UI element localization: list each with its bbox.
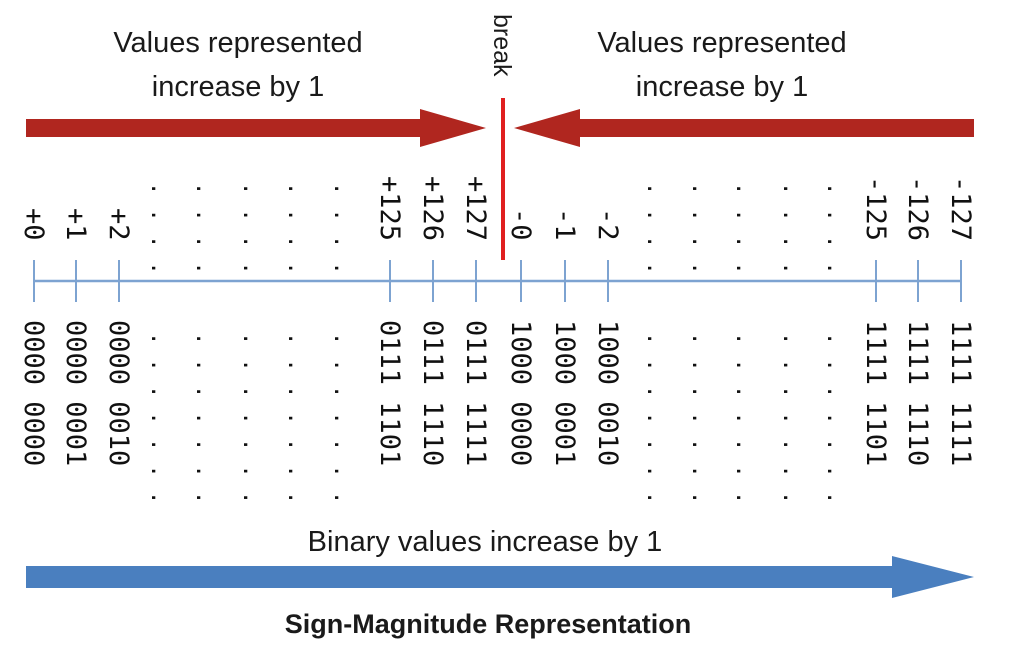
- ellipsis-dots-bottom: . . . . . . .: [191, 332, 216, 504]
- ellipsis-dots-bottom: . . . . . . .: [283, 332, 308, 504]
- ellipsis-dots-top: . . . .: [778, 182, 803, 275]
- ellipsis-dots-top: . . . .: [329, 182, 354, 275]
- left-caption-line2: increase by 1: [152, 71, 325, 103]
- red-arrow-right: [26, 109, 486, 147]
- ellipsis-dots: . . . . . . . . . . . . . . . . . . . . . . .…: [146, 182, 847, 504]
- ellipsis-dots-bottom: . . . . . . .: [329, 332, 354, 504]
- binary-label: 1000 0001: [549, 320, 580, 466]
- ellipsis-dots-bottom: . . . . . . .: [778, 332, 803, 504]
- value-label: -127: [945, 176, 976, 241]
- red-arrow-left: [514, 109, 974, 147]
- binary-labels: 0000 0000 0000 0001 0000 0010 0111 1101 0111…: [18, 320, 976, 466]
- bottom-caption: Binary values increase by 1: [308, 526, 663, 558]
- ellipsis-dots-top: . . . .: [822, 182, 847, 275]
- ellipsis-dots-top: . . . .: [191, 182, 216, 275]
- ellipsis-dots-bottom: . . . . . . .: [146, 332, 171, 504]
- break-label: break: [488, 14, 516, 77]
- binary-label: 0000 0001: [60, 320, 91, 466]
- binary-label: 0111 1101: [374, 320, 405, 466]
- right-caption-line1: Values represented: [597, 27, 846, 59]
- binary-label: 0111 1111: [460, 320, 491, 466]
- ellipsis-dots-top: . . . .: [642, 182, 667, 275]
- value-label: +127: [460, 176, 491, 241]
- diagram-title: Sign-Magnitude Representation: [285, 609, 692, 639]
- value-label: -125: [860, 176, 891, 241]
- value-label: +1: [60, 208, 91, 241]
- binary-label: 0111 1110: [417, 320, 448, 466]
- tick-marks: [33, 260, 962, 302]
- left-caption-line1: Values represented: [113, 27, 362, 59]
- binary-label: 1000 0000: [505, 320, 536, 466]
- ellipsis-dots-bottom: . . . . . . .: [642, 332, 667, 504]
- right-caption-line2: increase by 1: [636, 71, 809, 103]
- ellipsis-dots-top: . . . .: [238, 182, 263, 275]
- ellipsis-dots-top: . . . .: [283, 182, 308, 275]
- binary-label: 1000 0010: [592, 320, 623, 466]
- ellipsis-dots-bottom: . . . . . . .: [822, 332, 847, 504]
- binary-label: 0000 0000: [18, 320, 49, 466]
- ellipsis-dots-bottom: . . . . . . .: [238, 332, 263, 504]
- value-label: -1: [549, 208, 580, 241]
- value-label: +125: [374, 176, 405, 241]
- ellipsis-dots-top: . . . .: [146, 182, 171, 275]
- binary-label: 1111 1101: [860, 320, 891, 466]
- binary-label: 1111 1110: [902, 320, 933, 466]
- binary-label: 0000 0010: [103, 320, 134, 466]
- value-label: -0: [505, 208, 536, 241]
- blue-arrow-right: [26, 556, 974, 598]
- value-label: -126: [902, 176, 933, 241]
- value-label: +0: [18, 208, 49, 241]
- value-label: -2: [592, 208, 623, 241]
- value-label: +126: [417, 176, 448, 241]
- ellipsis-dots-bottom: . . . . . . .: [731, 332, 756, 504]
- ellipsis-dots-top: . . . .: [731, 182, 756, 275]
- ellipsis-dots-bottom: . . . . . . .: [687, 332, 712, 504]
- ellipsis-dots-top: . . . .: [687, 182, 712, 275]
- binary-label: 1111 1111: [945, 320, 976, 466]
- value-labels: +0 +1 +2 +125 +126 +127 -0 -1 -2 -125 -126 -127: [18, 176, 976, 241]
- value-label: +2: [103, 208, 134, 241]
